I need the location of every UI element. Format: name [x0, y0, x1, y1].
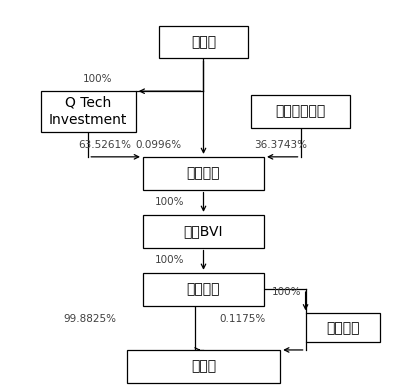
- Text: 丘钛微: 丘钛微: [191, 359, 216, 373]
- Text: 99.8825%: 99.8825%: [63, 314, 116, 324]
- FancyBboxPatch shape: [143, 215, 264, 248]
- Text: Q Tech
Investment: Q Tech Investment: [49, 96, 127, 127]
- Text: 丘钛BVI: 丘钛BVI: [184, 224, 223, 238]
- Text: 丘钛科技: 丘钛科技: [187, 166, 220, 180]
- FancyBboxPatch shape: [251, 95, 350, 128]
- FancyBboxPatch shape: [143, 157, 264, 190]
- FancyBboxPatch shape: [159, 26, 248, 58]
- Text: 100%: 100%: [271, 287, 301, 297]
- Text: 63.5261%: 63.5261%: [78, 140, 131, 150]
- Text: 100%: 100%: [155, 197, 184, 207]
- Text: 其他公众股东: 其他公众股东: [276, 105, 326, 119]
- Text: 何宁宁: 何宁宁: [191, 35, 216, 49]
- Text: 0.0996%: 0.0996%: [135, 140, 181, 150]
- FancyBboxPatch shape: [127, 350, 280, 383]
- Text: 100%: 100%: [155, 255, 184, 265]
- FancyBboxPatch shape: [41, 91, 136, 132]
- Text: 36.3743%: 36.3743%: [254, 140, 307, 150]
- FancyBboxPatch shape: [143, 273, 264, 305]
- FancyBboxPatch shape: [306, 313, 381, 342]
- Text: 0.1175%: 0.1175%: [220, 314, 266, 324]
- Text: 100%: 100%: [83, 74, 113, 84]
- Text: 丘钛致远: 丘钛致远: [326, 321, 360, 335]
- Text: 香港丘钛: 香港丘钛: [187, 282, 220, 296]
